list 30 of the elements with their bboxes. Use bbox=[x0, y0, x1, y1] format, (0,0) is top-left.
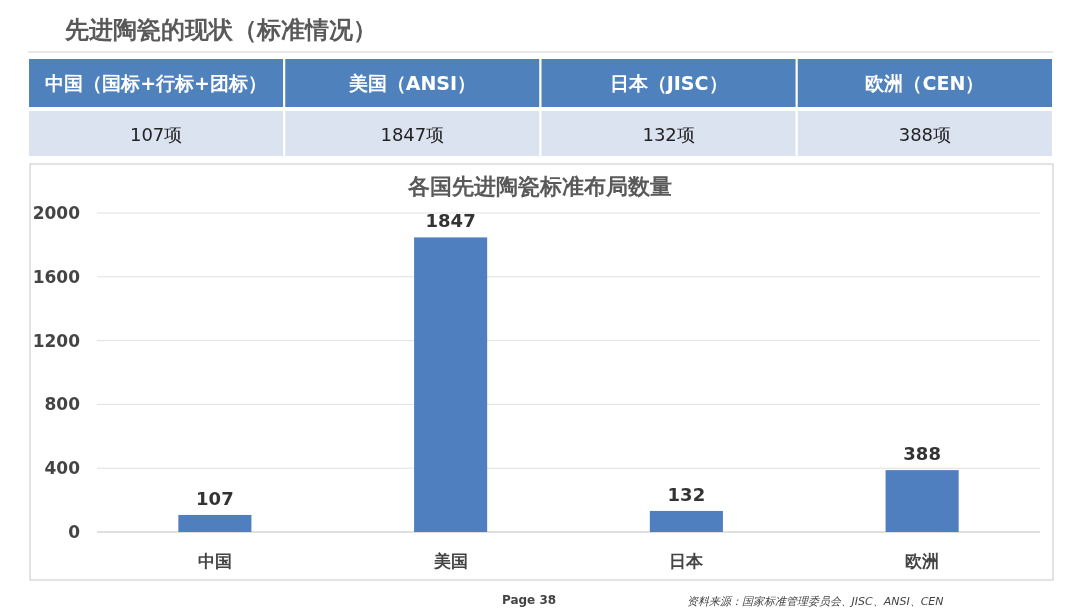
bar bbox=[178, 514, 252, 532]
y-tick-label: 1600 bbox=[32, 266, 81, 287]
x-tick-label: 中国 bbox=[197, 551, 232, 571]
data-label: 107 bbox=[196, 487, 234, 509]
text: 美国（ANSI） bbox=[347, 72, 477, 94]
y-tick-label: 2000 bbox=[32, 202, 81, 223]
chart-subtitle: 各国先进陶瓷标准布局数量 bbox=[407, 174, 672, 199]
text: Page 38 bbox=[501, 593, 557, 607]
y-tick-label: 800 bbox=[44, 394, 81, 415]
x-tick-label: 美国 bbox=[432, 551, 468, 571]
text: 资料来源：国家标准管理委员会、JISC、ANSI、CEN bbox=[686, 595, 944, 608]
text: 中国（国标+行标+团标） bbox=[45, 72, 268, 94]
text: 132项 bbox=[642, 124, 695, 145]
y-tick-label: 0 bbox=[68, 521, 81, 542]
data-label: 388 bbox=[903, 443, 941, 465]
bar bbox=[414, 237, 488, 532]
text: 388项 bbox=[898, 124, 952, 145]
bar bbox=[649, 510, 723, 532]
x-tick-label: 欧洲 bbox=[905, 551, 940, 571]
bar bbox=[885, 470, 959, 532]
data-label: 132 bbox=[667, 483, 706, 505]
y-tick-label: 400 bbox=[44, 458, 81, 479]
text: 107项 bbox=[129, 124, 183, 145]
x-tick-label: 日本 bbox=[669, 551, 705, 571]
text: 1847项 bbox=[380, 124, 445, 145]
data-label: 1847 bbox=[425, 210, 476, 232]
text: 日本（JISC） bbox=[609, 72, 728, 94]
chart-title: 先进陶瓷的现状（标准情况） bbox=[64, 16, 377, 44]
y-tick-label: 1200 bbox=[32, 330, 81, 351]
text: 欧洲（CEN） bbox=[865, 72, 985, 94]
